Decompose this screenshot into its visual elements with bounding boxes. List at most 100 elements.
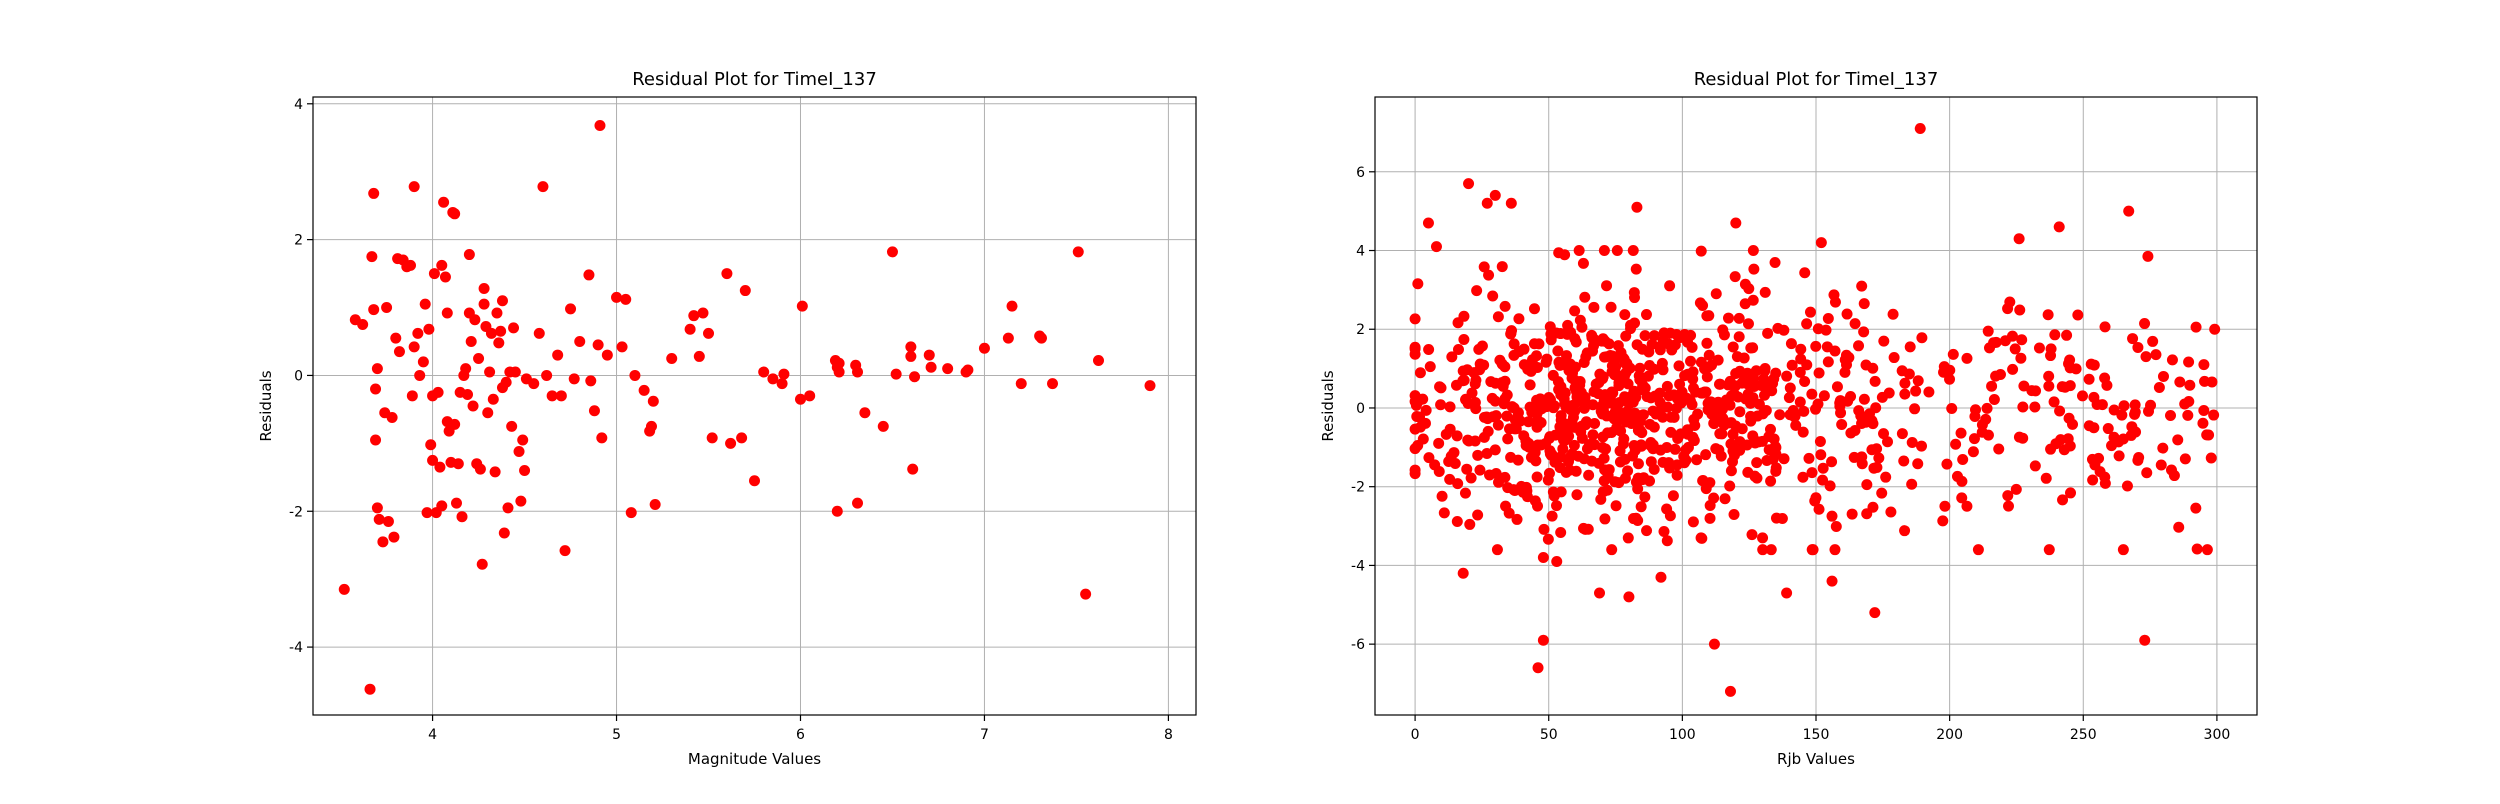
data-point: [767, 373, 779, 385]
data-point: [1899, 388, 1911, 400]
data-point: [438, 196, 450, 208]
data-point: [1883, 387, 1895, 399]
data-point: [1619, 453, 1631, 465]
data-point: [1544, 431, 1556, 443]
data-point: [2088, 422, 2100, 434]
data-point: [1606, 544, 1618, 556]
data-point: [485, 327, 497, 339]
data-point: [1655, 571, 1667, 583]
data-point: [1487, 290, 1499, 302]
data-points: [338, 120, 1156, 695]
data-point: [2184, 379, 2196, 391]
data-point: [1840, 349, 1852, 361]
data-point: [1628, 385, 1640, 397]
y-axis-label: Residuals: [1319, 370, 1337, 441]
data-point: [1561, 328, 1573, 340]
data-point: [978, 342, 990, 354]
data-point: [423, 323, 435, 335]
data-point: [419, 298, 431, 310]
data-point: [2063, 412, 2075, 424]
data-point: [1606, 397, 1618, 409]
data-point: [462, 388, 474, 400]
data-point: [1697, 299, 1709, 311]
data-point: [2113, 436, 2125, 448]
y-tick-label: 2: [1356, 322, 1365, 338]
data-point: [1679, 328, 1691, 340]
data-point: [1658, 526, 1670, 538]
chart-title: Residual Plot for TimeI_137: [632, 69, 877, 90]
data-point: [1896, 428, 1908, 440]
data-point: [1831, 381, 1843, 393]
data-point: [852, 497, 864, 509]
data-point: [1559, 434, 1571, 446]
data-point: [496, 295, 508, 307]
data-point: [1639, 491, 1651, 503]
data-point: [1669, 443, 1681, 455]
data-point: [519, 465, 531, 477]
data-point: [417, 356, 429, 368]
data-point: [2203, 429, 2215, 441]
data-point: [1849, 318, 1861, 330]
data-point: [2208, 409, 2220, 421]
data-point: [1619, 309, 1631, 321]
data-point: [1749, 470, 1761, 482]
data-point: [1422, 217, 1434, 229]
data-point: [1871, 443, 1883, 455]
data-point: [2042, 309, 2054, 321]
data-point: [1532, 662, 1544, 674]
data-point: [1867, 418, 1879, 430]
data-point: [1794, 366, 1806, 378]
data-point: [1446, 351, 1458, 363]
data-point: [460, 363, 472, 375]
data-point: [1514, 415, 1526, 427]
data-point: [1540, 356, 1552, 368]
y-tick-label: 4: [1356, 244, 1365, 260]
data-point: [1543, 467, 1555, 479]
data-point: [1784, 382, 1796, 394]
data-point: [1513, 313, 1525, 325]
data-point: [1648, 330, 1660, 342]
data-point: [1628, 287, 1640, 299]
data-point: [1457, 375, 1469, 387]
data-point: [1719, 493, 1731, 505]
data-point: [509, 366, 521, 378]
data-point: [688, 310, 700, 322]
data-point: [1487, 411, 1499, 423]
data-point: [942, 363, 954, 375]
data-point: [1678, 450, 1690, 462]
data-point: [1664, 280, 1676, 292]
data-point: [1661, 380, 1673, 392]
x-axis-label: Rjb Values: [1777, 750, 1855, 768]
data-point: [2033, 342, 2045, 354]
data-point: [371, 363, 383, 375]
data-point: [1725, 465, 1737, 477]
data-point: [1599, 335, 1611, 347]
data-point: [697, 307, 709, 319]
data-point: [473, 352, 485, 364]
data-point: [2064, 440, 2076, 452]
data-point: [1093, 354, 1105, 366]
data-point: [1144, 380, 1156, 392]
data-point: [1795, 353, 1807, 365]
data-point: [601, 349, 613, 361]
data-point: [1503, 507, 1515, 519]
data-point: [776, 378, 788, 390]
data-point: [1682, 428, 1694, 440]
data-point: [1499, 300, 1511, 312]
data-point: [1750, 365, 1762, 377]
data-point: [2190, 502, 2202, 514]
data-point: [1635, 501, 1647, 513]
data-point: [886, 246, 898, 258]
data-point: [2054, 405, 2066, 417]
data-point: [1758, 389, 1770, 401]
data-point: [1781, 370, 1793, 382]
y-tick-label: 0: [1356, 401, 1365, 417]
data-point: [1537, 552, 1549, 564]
data-point: [583, 269, 595, 281]
data-point: [1574, 314, 1586, 326]
data-point: [1728, 509, 1740, 521]
data-point: [1785, 338, 1797, 350]
data-point: [1976, 419, 1988, 431]
data-point: [1813, 367, 1825, 379]
data-point: [925, 361, 937, 373]
